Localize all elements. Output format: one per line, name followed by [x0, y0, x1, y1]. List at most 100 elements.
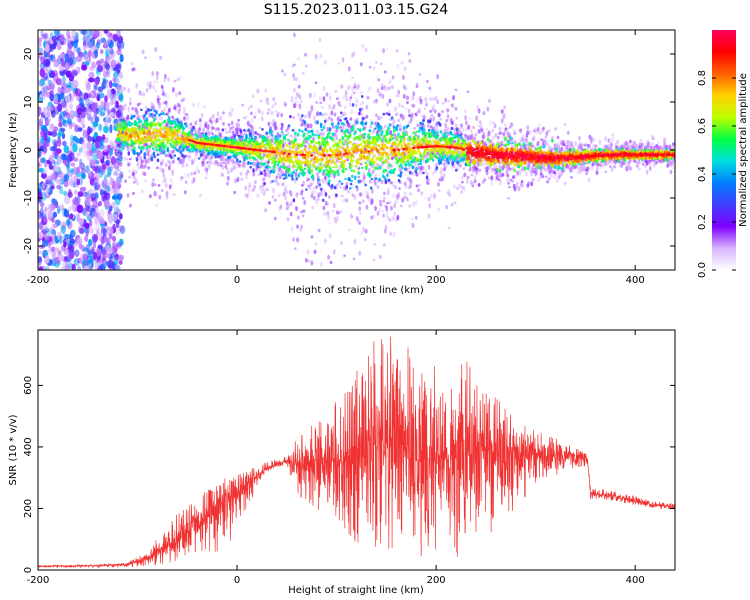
spectral-cell [355, 117, 359, 121]
spectral-cell [563, 181, 567, 185]
spectral-cell [79, 162, 86, 170]
spectral-cell [51, 146, 56, 152]
spectral-cell [320, 105, 324, 109]
spectral-cell [95, 78, 100, 86]
spectral-cell [105, 245, 111, 253]
spectral-cell [48, 203, 54, 213]
spectral-cell [391, 216, 395, 221]
spectral-cell [265, 99, 268, 104]
spectral-cell [557, 169, 561, 175]
spectral-cell [129, 146, 133, 152]
spectral-cell [414, 112, 418, 117]
spectral-cell [232, 167, 236, 170]
spectral-cell [340, 131, 343, 137]
spectral-cell [278, 175, 282, 180]
spectral-cell [365, 104, 369, 110]
spectral-cell [283, 72, 287, 77]
spectral-cell [263, 189, 267, 194]
spectral-cell [154, 47, 158, 52]
spectral-cell [351, 193, 355, 197]
spectral-cell [133, 146, 136, 151]
spectral-cell [321, 113, 325, 117]
spectral-cell [639, 139, 643, 142]
spectral-cell [211, 113, 215, 119]
spectral-cell [397, 118, 401, 123]
spectral-cell [140, 164, 143, 169]
spectral-cell [95, 142, 100, 149]
spectral-cell [66, 218, 71, 226]
spectral-cell [345, 182, 349, 186]
spectral-cell [379, 254, 382, 260]
spectral-cell [359, 91, 363, 95]
spectral-cell [293, 87, 296, 93]
spectral-cell [41, 87, 47, 96]
spectral-cell [135, 83, 139, 86]
spectral-cell [323, 211, 326, 217]
spectral-cell [148, 83, 152, 87]
spectral-cell [340, 241, 343, 246]
spectral-cell [105, 260, 110, 267]
spectral-cell [307, 259, 311, 263]
spectral-cell [488, 131, 491, 136]
spectral-cell [508, 167, 512, 171]
spectral-cell [144, 106, 148, 110]
spectral-cell [183, 107, 186, 112]
spectral-cell [63, 175, 67, 182]
spectral-cell [322, 128, 326, 134]
spectral-cell [94, 49, 99, 58]
spectral-cell [56, 43, 62, 51]
spectral-cell [381, 93, 385, 99]
spectral-cell [142, 165, 146, 170]
spectral-cell [511, 145, 514, 148]
spectral-cell [452, 120, 455, 123]
spectral-cell [492, 121, 495, 124]
spectral-cell [85, 167, 91, 174]
spectral-cell [152, 80, 156, 84]
spectral-cell [158, 97, 162, 101]
spectral-cell [476, 167, 479, 173]
spectral-cell [284, 185, 287, 189]
spectral-cell [321, 178, 325, 184]
spectral-cell [260, 189, 264, 194]
spectral-cell [391, 75, 395, 80]
spectral-cell [311, 205, 315, 210]
spectral-cell [281, 183, 284, 187]
spectral-cell [323, 123, 326, 127]
spectral-cell [423, 107, 427, 110]
spectral-cell [460, 190, 463, 194]
spectral-cell [427, 213, 431, 219]
spectral-cell [343, 254, 346, 257]
spectral-cell [75, 112, 79, 122]
spectral-cell [244, 185, 248, 191]
spectral-cell [190, 171, 194, 176]
spectral-cell [38, 231, 44, 239]
spectral-cell [506, 128, 510, 133]
spectral-cell [641, 163, 645, 166]
spectral-cell [199, 193, 202, 197]
spectral-cell [38, 160, 43, 167]
spectral-cell [604, 170, 608, 173]
spectral-cell [300, 224, 303, 229]
spectral-cell [281, 123, 284, 128]
spectral-cell [433, 195, 436, 200]
spectral-cell [227, 123, 231, 127]
spectral-cell [386, 215, 389, 220]
spectral-cell [247, 106, 251, 111]
spectral-cell [292, 237, 295, 242]
spectral-cell [386, 102, 389, 107]
spectral-cell [98, 200, 102, 207]
spectral-cell [152, 178, 155, 182]
spectral-cell [377, 78, 381, 82]
spectral-cell [62, 159, 68, 165]
spectral-cell [226, 161, 230, 165]
spectral-cell [371, 169, 375, 174]
spectral-cell [222, 111, 225, 115]
spectral-cell [149, 108, 153, 112]
spectral-cell [519, 169, 522, 173]
spectral-cell [60, 100, 67, 108]
spectral-cell [513, 132, 517, 135]
spectral-cell [240, 177, 244, 181]
spectral-cell [105, 104, 110, 112]
spectral-cell [112, 76, 117, 83]
spectral-cell [214, 127, 218, 131]
